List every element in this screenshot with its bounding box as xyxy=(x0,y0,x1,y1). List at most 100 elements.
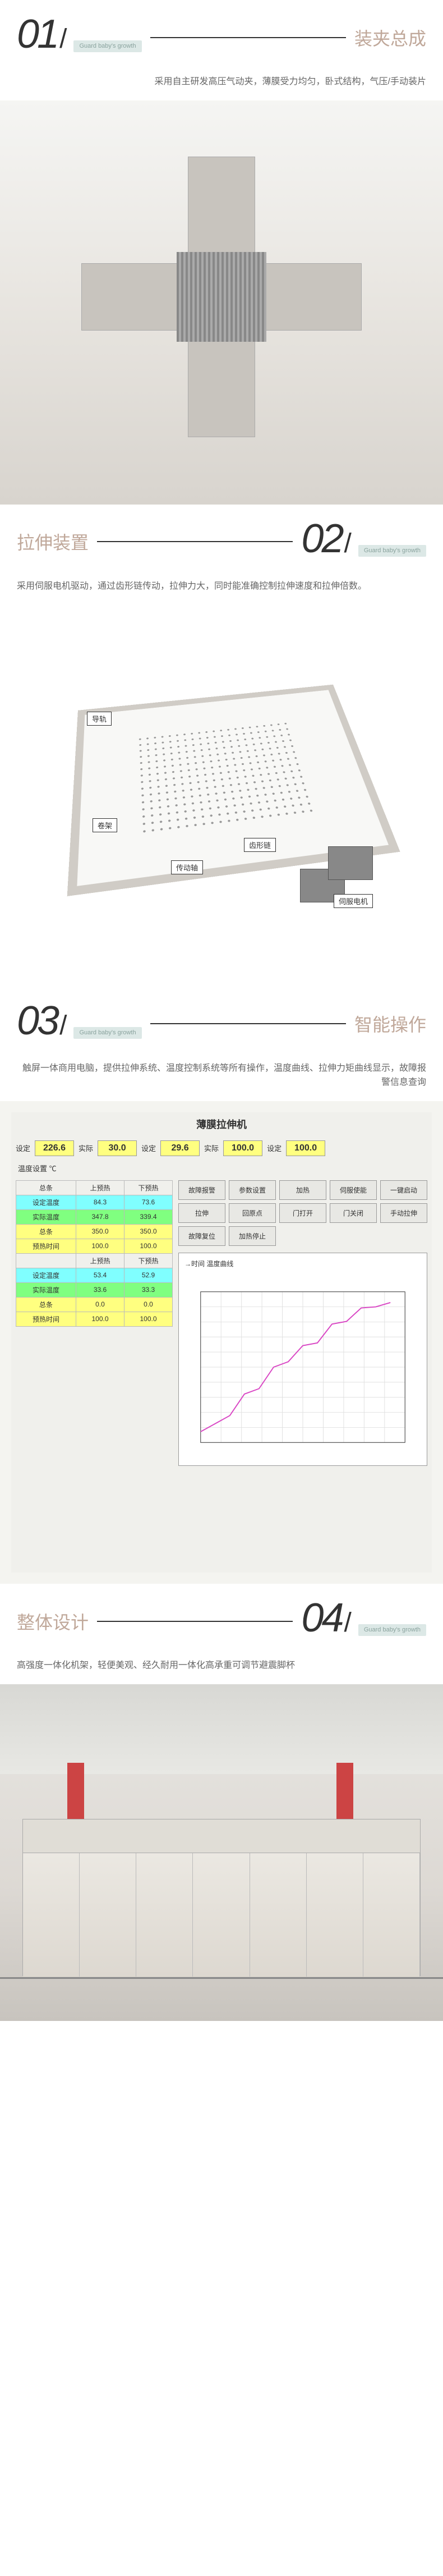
param-cell: 73.6 xyxy=(124,1195,173,1209)
diagram-label: 齿形链 xyxy=(244,838,276,852)
tag: Guard baby's growth xyxy=(73,40,141,52)
stretch-diagram: 导轨 卷架 传动轴 齿形链 伺服电机 xyxy=(0,605,443,987)
motor-shape xyxy=(328,846,373,880)
param-cell: 设定温度 xyxy=(16,1268,76,1282)
num-block-03: 03 / Guard baby's growth xyxy=(17,998,142,1050)
slash: / xyxy=(59,1010,67,1041)
control-panel: 薄膜拉伸机 设定 226.6 实际 30.0 设定 29.6 实际 100.0 … xyxy=(11,1112,432,1573)
header-02: 拉伸装置 02 / Guard baby's growth xyxy=(0,505,443,579)
control-button[interactable]: 回原点 xyxy=(229,1203,276,1223)
section-number: 04 xyxy=(301,1595,342,1641)
param-cell: 53.4 xyxy=(76,1268,124,1282)
control-button[interactable]: 门关闭 xyxy=(330,1203,377,1223)
divider-line xyxy=(97,541,293,542)
header-01: 01 / Guard baby's growth 装夹总成 xyxy=(0,0,443,75)
control-button[interactable]: 故障报警 xyxy=(178,1180,225,1200)
control-button[interactable]: 手动拉伸 xyxy=(380,1203,427,1223)
param-cell: 350.0 xyxy=(124,1224,173,1239)
param-cell: 预热时间 xyxy=(16,1312,76,1326)
param-cell xyxy=(16,1253,76,1268)
section-number: 03 xyxy=(17,998,57,1044)
section-number: 02 xyxy=(301,516,342,562)
section-desc: 采用伺服电机驱动，通过齿形链传动，拉伸力大，同时能准确控制拉伸速度和拉伸倍数。 xyxy=(0,579,443,605)
control-screenshot: 薄膜拉伸机 设定 226.6 实际 30.0 设定 29.6 实际 100.0 … xyxy=(0,1101,443,1584)
clamp-image xyxy=(0,100,443,505)
section-04: 整体设计 04 / Guard baby's growth 高强度一体化机架，轻… xyxy=(0,1584,443,2021)
param-cell: 0.0 xyxy=(76,1297,124,1312)
num-block-01: 01 / Guard baby's growth xyxy=(17,11,142,63)
diagram-label: 导轨 xyxy=(87,712,112,726)
section-01: 01 / Guard baby's growth 装夹总成 采用自主研发高压气动… xyxy=(0,0,443,505)
readout: 100.0 xyxy=(223,1140,262,1156)
section-desc: 触屏一体商用电脑，提供拉伸系统、温度控制系统等所有操作，温度曲线、拉伸力矩曲线显… xyxy=(0,1061,443,1101)
param-cell: 总条 xyxy=(16,1224,76,1239)
section-title: 整体设计 xyxy=(17,1608,89,1634)
chart-svg xyxy=(184,1272,421,1463)
control-button[interactable]: 门打开 xyxy=(279,1203,326,1223)
section-title: 装夹总成 xyxy=(354,25,426,51)
diagram-label: 传动轴 xyxy=(171,860,203,874)
divider-line xyxy=(97,1621,293,1622)
section-02: 拉伸装置 02 / Guard baby's growth 采用伺服电机驱动，通… xyxy=(0,505,443,987)
param-cell: 下预热 xyxy=(124,1253,173,1268)
param-cell: 实际温度 xyxy=(16,1282,76,1297)
control-button[interactable]: 故障复位 xyxy=(178,1226,225,1246)
readout: 30.0 xyxy=(98,1140,137,1156)
param-cell: 上预热 xyxy=(76,1180,124,1195)
divider-line xyxy=(150,1023,346,1024)
machine-body xyxy=(22,1819,421,1976)
tag: Guard baby's growth xyxy=(358,1624,426,1636)
control-button[interactable]: 拉伸 xyxy=(178,1203,225,1223)
num-block-02: 02 / Guard baby's growth xyxy=(301,516,426,568)
slash: / xyxy=(344,528,352,559)
param-cell: 设定温度 xyxy=(16,1195,76,1209)
header-03: 03 / Guard baby's growth 智能操作 xyxy=(0,987,443,1061)
param-cell: 上预热 xyxy=(76,1253,124,1268)
clamp-illustration xyxy=(81,157,362,437)
param-cell: 实际温度 xyxy=(16,1209,76,1224)
control-button[interactable]: 加热 xyxy=(279,1180,326,1200)
chart-title: →时间 温度曲线 xyxy=(184,1259,421,1268)
unit-label: 温度设置 ℃ xyxy=(11,1161,432,1176)
section-03: 03 / Guard baby's growth 智能操作 触屏一体商用电脑，提… xyxy=(0,987,443,1584)
divider-line xyxy=(150,37,346,38)
param-cell: 总条 xyxy=(16,1297,76,1312)
tag: Guard baby's growth xyxy=(358,545,426,557)
param-cell: 100.0 xyxy=(124,1312,173,1326)
param-cell: 下预热 xyxy=(124,1180,173,1195)
section-title: 拉伸装置 xyxy=(17,529,89,554)
control-button[interactable]: 一键启动 xyxy=(380,1180,427,1200)
param-cell: 350.0 xyxy=(76,1224,124,1239)
param-cell: 339.4 xyxy=(124,1209,173,1224)
param-cell: 0.0 xyxy=(124,1297,173,1312)
panel-title: 薄膜拉伸机 xyxy=(11,1112,432,1136)
machine-photo xyxy=(0,1684,443,2021)
top-readout-row: 设定 226.6 实际 30.0 设定 29.6 实际 100.0 设定 100… xyxy=(11,1136,432,1161)
button-grid: 故障报警参数设置加热伺服使能一键启动拉伸回原点门打开门关闭手动拉伸故障复位加热停… xyxy=(178,1180,427,1246)
control-button[interactable]: 伺服使能 xyxy=(330,1180,377,1200)
diagram-label: 伺服电机 xyxy=(334,894,373,908)
readout: 100.0 xyxy=(286,1140,325,1156)
section-desc: 采用自主研发高压气动夹，薄膜受力均匀，卧式结构，气压/手动装片 xyxy=(0,75,443,100)
control-button[interactable]: 参数设置 xyxy=(229,1180,276,1200)
diagram-label: 卷架 xyxy=(93,818,117,832)
control-button[interactable]: 加热停止 xyxy=(229,1226,276,1246)
readout: 29.6 xyxy=(160,1140,200,1156)
section-number: 01 xyxy=(17,11,57,57)
readout: 226.6 xyxy=(35,1140,74,1156)
param-cell: 84.3 xyxy=(76,1195,124,1209)
param-column: 总条上预热下预热设定温度84.373.6实际温度347.8339.4总条350.… xyxy=(16,1180,173,1466)
param-cell: 预热时间 xyxy=(16,1239,76,1253)
control-column: 故障报警参数设置加热伺服使能一键启动拉伸回原点门打开门关闭手动拉伸故障复位加热停… xyxy=(178,1180,427,1466)
param-cell: 33.3 xyxy=(124,1282,173,1297)
param-table: 总条上预热下预热设定温度84.373.6实际温度347.8339.4总条350.… xyxy=(16,1180,173,1327)
param-cell: 33.6 xyxy=(76,1282,124,1297)
section-desc: 高强度一体化机架，轻便美观、经久耐用一体化高承重可调节避震脚杯 xyxy=(0,1658,443,1684)
param-cell: 347.8 xyxy=(76,1209,124,1224)
param-cell: 100.0 xyxy=(76,1312,124,1326)
diagram-frame: 导轨 卷架 传动轴 齿形链 伺服电机 xyxy=(53,656,390,936)
panel-body: 总条上预热下预热设定温度84.373.6实际温度347.8339.4总条350.… xyxy=(11,1176,432,1470)
header-04: 整体设计 04 / Guard baby's growth xyxy=(0,1584,443,1658)
tag: Guard baby's growth xyxy=(73,1027,141,1039)
param-cell: 100.0 xyxy=(124,1239,173,1253)
